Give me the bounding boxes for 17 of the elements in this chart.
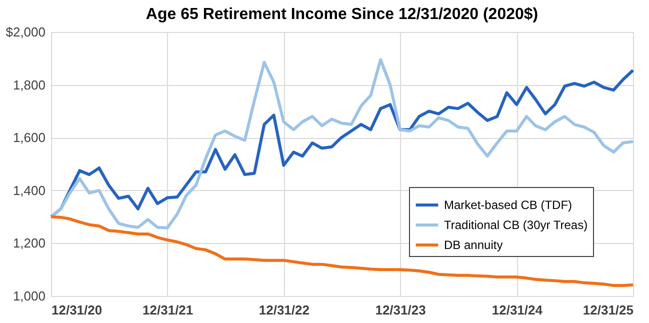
chart-title: Age 65 Retirement Income Since 12/31/2020 (2020$) [146, 6, 538, 23]
y-tick-label: $2,000 [6, 24, 46, 40]
x-tick-label: 12/31/22 [258, 302, 310, 318]
x-tick-label: 12/31/23 [375, 302, 426, 318]
legend-label: DB annuity [444, 238, 503, 252]
x-tick-label: 12/31/24 [492, 302, 544, 318]
y-tick-label: 1,200 [12, 236, 46, 251]
legend-label: Traditional CB (30yr Treas) [444, 218, 588, 232]
y-tick-label: 1,400 [12, 182, 46, 198]
x-tick-label: 12/31/21 [142, 302, 194, 318]
y-tick-label: 1,800 [12, 77, 46, 92]
legend-label: Market-based CB (TDF) [444, 198, 572, 212]
y-tick-label: 1,600 [12, 130, 46, 146]
x-tick-label: 12/31/25 [582, 302, 634, 318]
line-series [50, 215, 634, 287]
y-tick-label: 1,000 [12, 288, 46, 304]
x-tick-label: 12/31/20 [52, 302, 102, 318]
